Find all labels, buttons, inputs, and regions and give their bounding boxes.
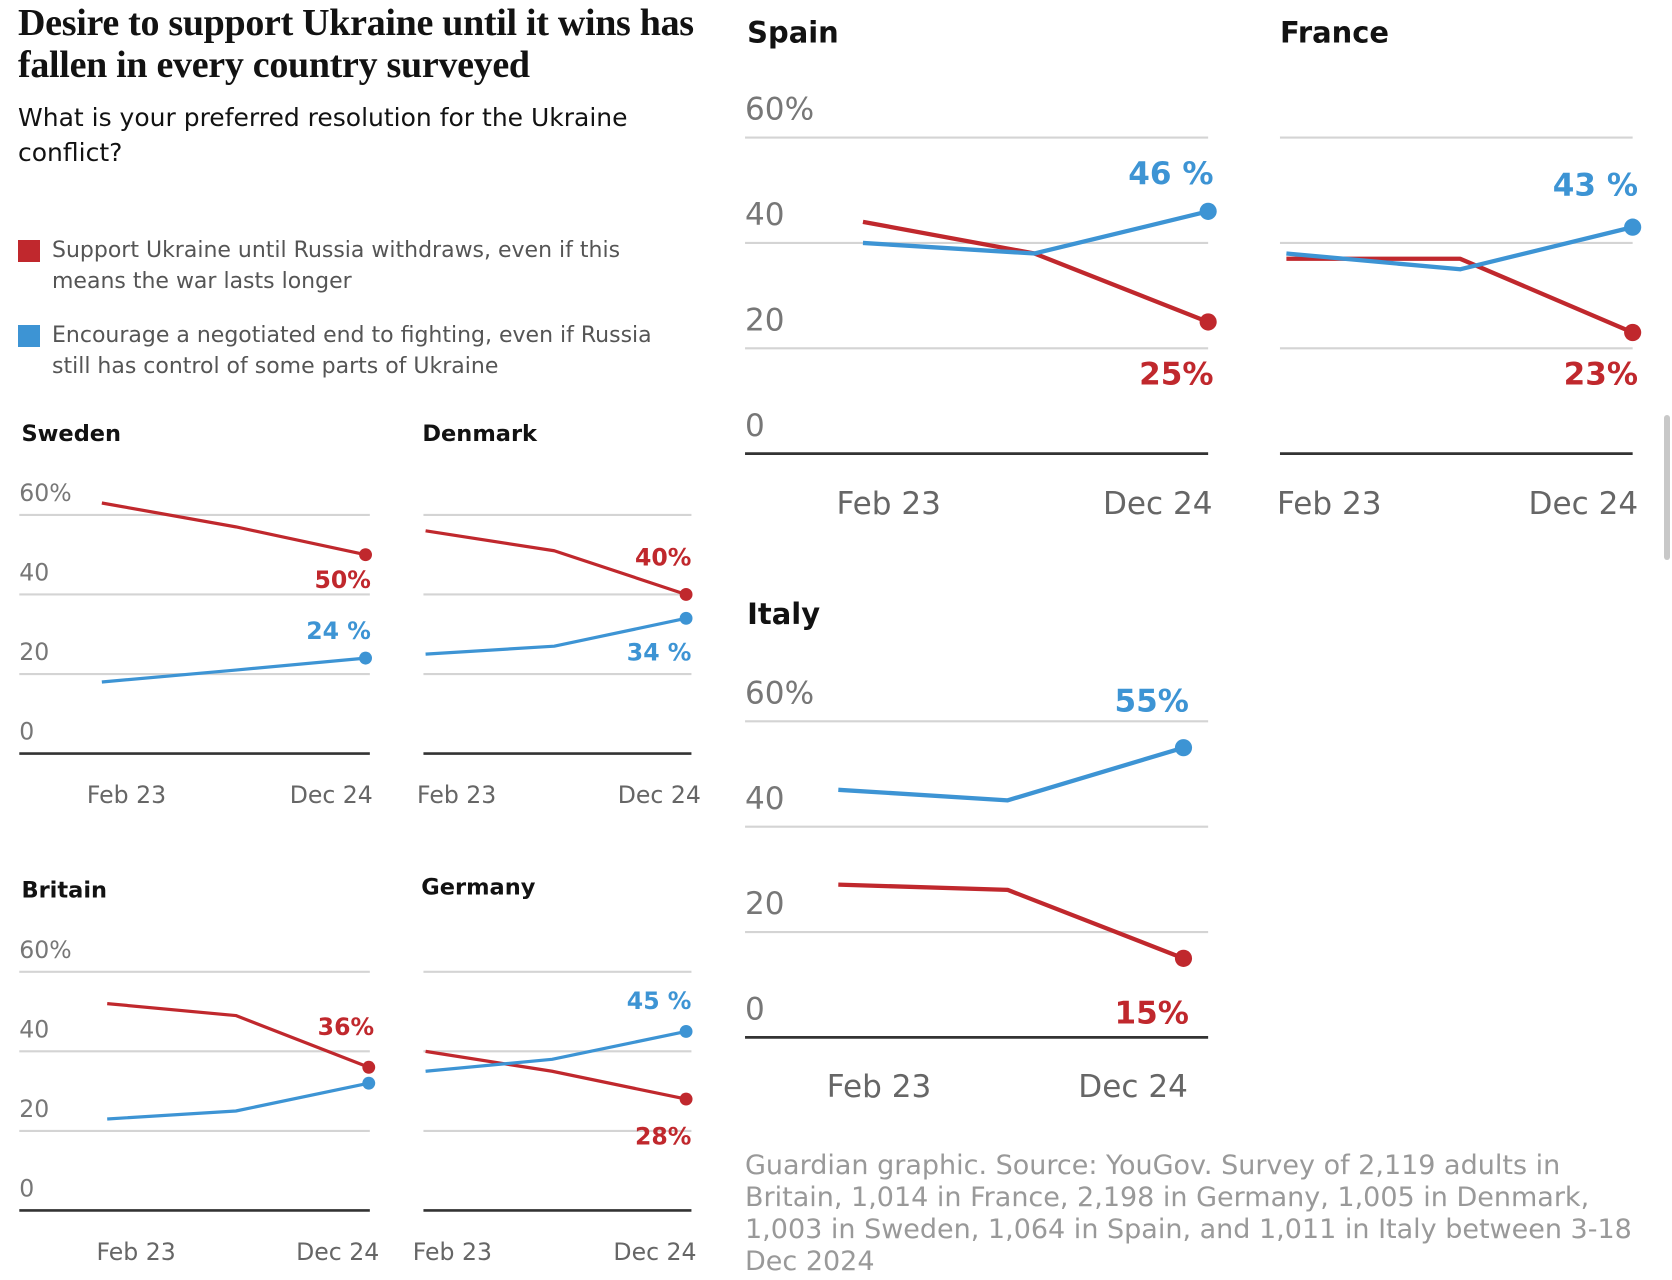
chart-title: Spain: [747, 15, 839, 49]
x-tick-label: Dec 24: [1103, 486, 1213, 522]
x-tick-label: Dec 24: [1078, 1069, 1188, 1105]
end-point: [679, 611, 693, 625]
series-line: [101, 656, 366, 684]
y-tick-label: 20: [745, 886, 785, 922]
x-tick-label: Dec 24: [613, 1238, 696, 1266]
end-point: [359, 548, 372, 562]
value-label: 24 %: [306, 617, 371, 645]
series-line: [425, 529, 687, 597]
x-tick-label: Feb 23: [417, 781, 496, 809]
value-label: 46 %: [1128, 156, 1213, 192]
x-tick-label: Feb 23: [413, 1238, 492, 1266]
x-tick-label: Dec 24: [1529, 486, 1639, 522]
y-tick-label: 20: [745, 302, 785, 338]
end-point: [362, 1076, 376, 1090]
scrollbar: [1664, 415, 1670, 560]
value-label: 55%: [1114, 683, 1188, 719]
y-tick-label: 0: [19, 718, 34, 746]
series-line: [838, 745, 1185, 803]
y-tick-label: 0: [19, 1175, 34, 1203]
legend-swatch: [18, 325, 40, 347]
series-line: [862, 219, 1209, 324]
value-label: 28%: [635, 1122, 691, 1150]
end-point: [1624, 323, 1642, 342]
chart-title: Germany: [421, 874, 535, 900]
y-tick-label: 40: [19, 1015, 49, 1043]
y-tick-label: 20: [19, 638, 49, 666]
series-line: [425, 1049, 687, 1101]
chart-title: France: [1280, 15, 1389, 49]
y-tick-label: 40: [745, 781, 785, 817]
end-point: [1199, 202, 1217, 220]
y-tick-label: 60%: [19, 479, 71, 507]
x-tick-label: Dec 24: [290, 781, 373, 809]
x-tick-label: Dec 24: [296, 1238, 379, 1266]
y-tick-label: 60%: [745, 92, 814, 128]
end-point: [362, 1060, 376, 1074]
x-tick-label: Feb 23: [97, 1238, 176, 1266]
y-tick-label: 20: [19, 1095, 49, 1123]
series-line: [107, 1002, 370, 1069]
value-label: 36%: [318, 1013, 374, 1041]
end-point: [1174, 949, 1193, 967]
y-tick-label: 40: [745, 197, 785, 233]
subtitle: What is your preferred resolution for th…: [18, 103, 628, 167]
end-point: [1624, 218, 1642, 236]
page-title: Desire to support Ukraine until it wins …: [18, 2, 694, 86]
end-point: [679, 1092, 693, 1106]
end-point: [1199, 313, 1217, 331]
series-line: [1286, 225, 1634, 272]
x-tick-label: Feb 23: [827, 1069, 931, 1105]
x-tick-label: Feb 23: [836, 486, 940, 522]
chart-grid: Sweden 0 20 40 60% Feb 23 Dec 24 50% 24 % Denmark…: [19, 15, 1642, 1266]
chart-title: Sweden: [21, 421, 121, 447]
series-line: [425, 1029, 687, 1073]
end-point: [359, 651, 372, 665]
end-point: [679, 588, 693, 601]
value-label: 40%: [635, 543, 691, 571]
legend-swatch: [18, 240, 40, 262]
x-tick-label: Feb 23: [1277, 486, 1381, 522]
value-label: 43 %: [1553, 167, 1638, 203]
legend-item: Support Ukraine until Russia withdraws, …: [18, 235, 678, 297]
source-note: Guardian graphic. Source: YouGov. Survey…: [745, 1150, 1632, 1277]
y-tick-label: 0: [745, 408, 765, 444]
chart-title: Britain: [21, 878, 107, 904]
y-tick-label: 40: [19, 559, 49, 587]
series-line: [107, 1081, 370, 1121]
legend-label: Support Ukraine until Russia withdraws, …: [52, 238, 621, 294]
legend-item: Encourage a negotiated end to fighting, …: [18, 320, 678, 382]
value-label: 23%: [1564, 356, 1638, 392]
series-line: [862, 209, 1209, 256]
chart-title: Denmark: [422, 421, 538, 447]
series-line: [101, 501, 366, 557]
y-tick-label: 60%: [19, 936, 71, 964]
y-tick-label: 60%: [745, 675, 814, 711]
series-line: [425, 616, 687, 656]
value-label: 15%: [1114, 995, 1188, 1031]
series-line: [838, 882, 1185, 961]
y-tick-label: 0: [745, 991, 765, 1027]
value-label: 25%: [1139, 357, 1213, 393]
chart-title: Italy: [747, 597, 820, 631]
x-tick-label: Dec 24: [618, 781, 701, 809]
legend-label: Encourage a negotiated end to fighting, …: [52, 323, 652, 379]
value-label: 50%: [314, 566, 370, 594]
end-point: [679, 1025, 693, 1038]
value-label: 45 %: [627, 987, 692, 1015]
value-label: 34 %: [627, 638, 692, 666]
end-point: [1174, 739, 1193, 757]
x-tick-label: Feb 23: [87, 781, 166, 809]
